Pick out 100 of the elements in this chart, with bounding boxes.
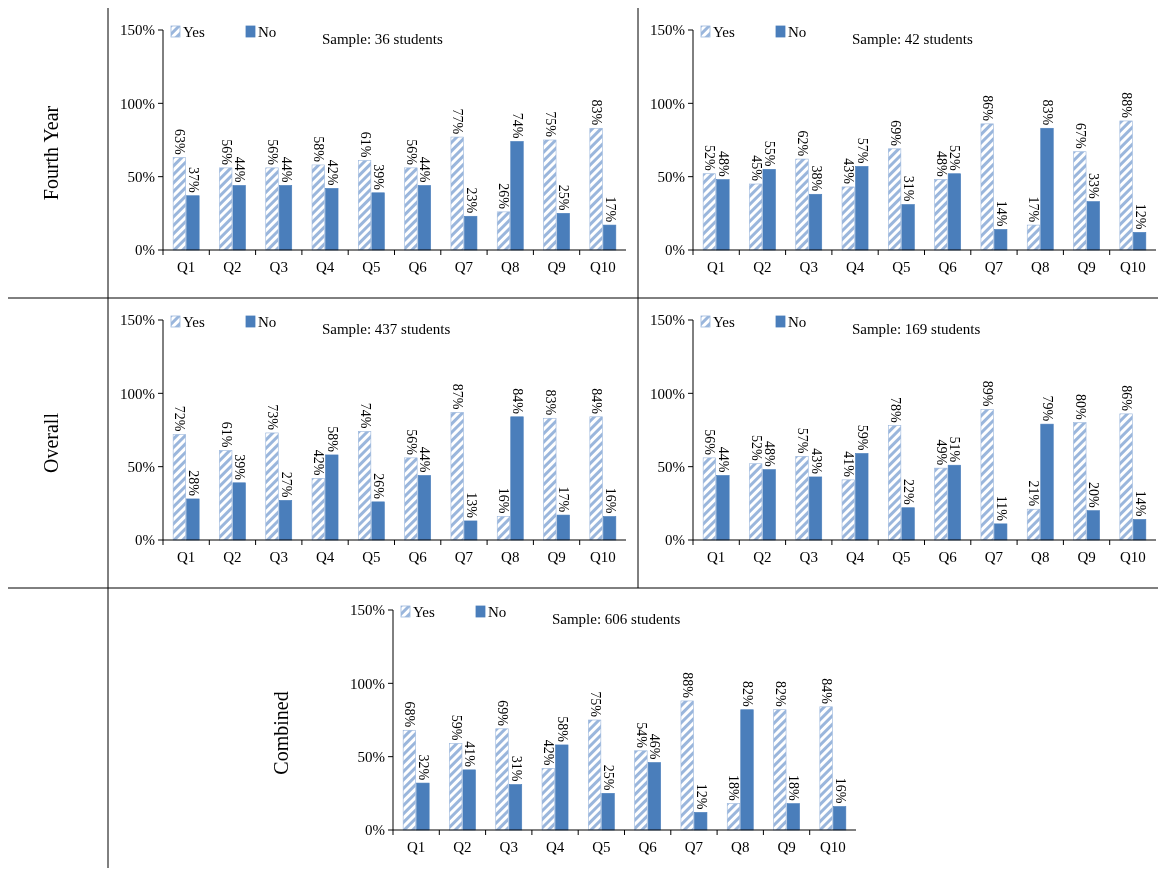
x-tick-label: Q8 bbox=[501, 549, 520, 565]
data-label: 25% bbox=[556, 184, 572, 211]
bar bbox=[888, 425, 902, 541]
data-label: 82% bbox=[740, 681, 755, 708]
x-tick-label: Q2 bbox=[223, 549, 242, 565]
x-tick-label: Q3 bbox=[269, 549, 288, 565]
data-label: 48% bbox=[933, 150, 949, 177]
bar bbox=[278, 185, 293, 251]
bar bbox=[449, 743, 463, 831]
x-tick-label: Q2 bbox=[753, 259, 772, 275]
x-tick-label: Q3 bbox=[269, 259, 288, 275]
annotation: Sample: 36 students bbox=[321, 31, 443, 47]
data-label: 84% bbox=[510, 388, 525, 415]
x-tick-label: Q7 bbox=[984, 549, 1004, 565]
bar bbox=[1119, 120, 1133, 251]
y-axis-title: Fourth Year bbox=[40, 105, 62, 201]
x-tick-label: Q3 bbox=[799, 549, 818, 565]
bar bbox=[1119, 413, 1133, 541]
data-label: 69% bbox=[495, 700, 510, 727]
legend-label: No bbox=[788, 314, 807, 331]
data-label: 12% bbox=[693, 783, 709, 810]
bar bbox=[1133, 232, 1147, 251]
bar bbox=[1086, 201, 1100, 251]
y-tick-label: 50% bbox=[657, 168, 685, 185]
bar bbox=[588, 719, 602, 831]
data-label: 42% bbox=[324, 159, 340, 186]
y-tick-label: 0% bbox=[135, 242, 155, 259]
x-tick-label: Q5 bbox=[592, 839, 611, 855]
x-tick-label: Q3 bbox=[499, 839, 518, 855]
x-tick-label: Q10 bbox=[819, 839, 846, 855]
y-tick-label: 100% bbox=[650, 95, 685, 112]
bar bbox=[325, 454, 339, 541]
bar bbox=[172, 434, 186, 541]
data-label: 83% bbox=[1040, 99, 1055, 126]
data-label: 56% bbox=[265, 139, 280, 166]
bar bbox=[496, 211, 511, 251]
bar bbox=[541, 768, 555, 831]
bar bbox=[404, 167, 418, 251]
bar bbox=[265, 167, 279, 251]
bar bbox=[402, 729, 416, 831]
data-label: 26% bbox=[496, 183, 512, 210]
data-label: 88% bbox=[1119, 92, 1135, 119]
data-label: 16% bbox=[832, 777, 848, 804]
legend-label: No bbox=[788, 24, 807, 41]
x-tick-label: Q6 bbox=[408, 549, 428, 565]
y-tick-label: 100% bbox=[120, 95, 155, 112]
x-tick-label: Q6 bbox=[938, 549, 958, 565]
data-label: 74% bbox=[357, 402, 373, 429]
bar bbox=[1073, 151, 1087, 251]
bar bbox=[888, 148, 902, 251]
data-label: 13% bbox=[463, 492, 479, 519]
data-label: 52% bbox=[947, 145, 963, 172]
data-label: 89% bbox=[980, 380, 996, 407]
bar bbox=[841, 186, 855, 251]
data-label: 83% bbox=[542, 389, 558, 416]
x-tick-label: Q7 bbox=[454, 549, 474, 565]
x-tick-label: Q5 bbox=[362, 259, 381, 275]
bar bbox=[371, 192, 385, 251]
data-label: 56% bbox=[403, 429, 419, 456]
bar bbox=[716, 475, 730, 541]
bar bbox=[702, 457, 716, 541]
bar bbox=[773, 709, 787, 831]
x-tick-label: Q8 bbox=[501, 259, 520, 275]
bar bbox=[543, 417, 557, 541]
bar bbox=[555, 744, 569, 831]
x-tick-label: Q4 bbox=[315, 549, 335, 565]
x-tick-label: Q9 bbox=[1077, 549, 1096, 565]
x-tick-label: Q2 bbox=[453, 839, 472, 855]
bar bbox=[232, 185, 246, 251]
bar bbox=[716, 179, 730, 251]
y-tick-label: 50% bbox=[357, 748, 385, 765]
y-tick-label: 150% bbox=[120, 312, 155, 329]
x-tick-label: Q4 bbox=[845, 259, 865, 275]
x-tick-label: Q9 bbox=[547, 259, 566, 275]
y-tick-label: 0% bbox=[365, 822, 385, 839]
y-axis-title: Combined bbox=[270, 691, 292, 775]
x-tick-label: Q5 bbox=[362, 549, 381, 565]
x-tick-label: Q1 bbox=[176, 259, 196, 275]
data-label: 68% bbox=[402, 701, 418, 728]
bar bbox=[416, 782, 430, 831]
bar bbox=[311, 478, 325, 541]
bar bbox=[508, 784, 523, 831]
bar bbox=[496, 516, 511, 541]
y-tick-label: 0% bbox=[135, 532, 155, 549]
x-tick-label: Q4 bbox=[315, 259, 335, 275]
bar bbox=[740, 709, 754, 831]
data-label: 11% bbox=[993, 495, 1009, 522]
bar bbox=[404, 457, 418, 541]
data-label: 63% bbox=[172, 128, 188, 155]
x-tick-label: Q1 bbox=[706, 259, 726, 275]
data-label: 84% bbox=[589, 388, 605, 415]
bar bbox=[855, 453, 869, 541]
x-tick-label: Q4 bbox=[545, 839, 565, 855]
data-label: 51% bbox=[947, 436, 963, 463]
data-label: 57% bbox=[795, 427, 810, 454]
data-label: 58% bbox=[324, 426, 340, 453]
y-tick-label: 50% bbox=[127, 458, 155, 475]
data-label: 45% bbox=[748, 155, 764, 182]
bar bbox=[726, 803, 741, 831]
bar bbox=[219, 167, 233, 251]
